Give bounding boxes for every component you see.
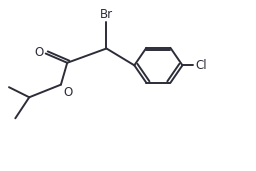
Text: O: O [63,86,73,98]
Text: Cl: Cl [195,59,207,72]
Text: Br: Br [100,8,113,21]
Text: O: O [34,46,44,59]
